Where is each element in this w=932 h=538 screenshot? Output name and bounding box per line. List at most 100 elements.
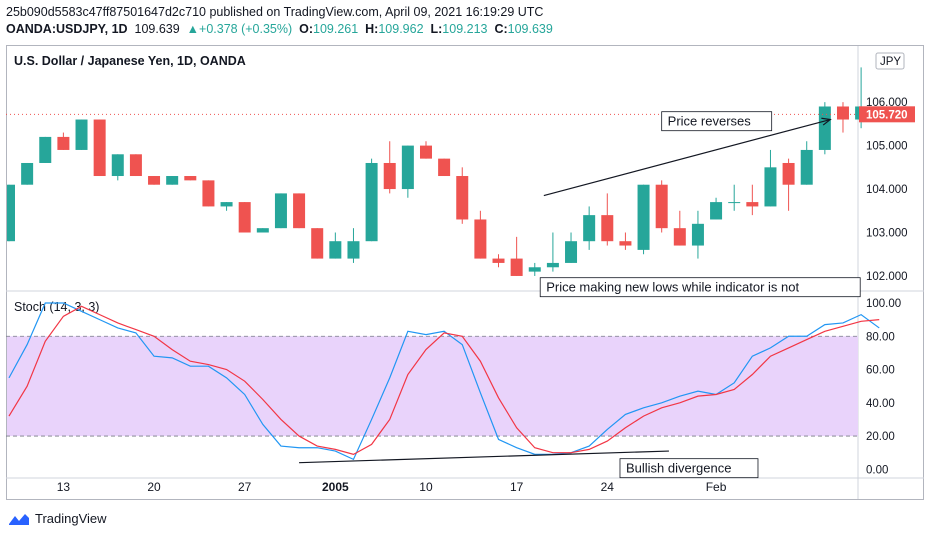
candle-down	[57, 136, 70, 150]
candle-up	[220, 202, 233, 207]
candle-up	[7, 184, 15, 242]
symbol-name: OANDA:USDJPY, 1D	[6, 22, 128, 36]
candle-up	[565, 241, 578, 263]
candle-down	[601, 215, 614, 242]
stoch-axis-tick: 100.00	[866, 298, 901, 310]
candle-down	[202, 180, 215, 207]
publish-info: 25b090d5583c47ff87501647d2c710 published…	[6, 5, 544, 19]
symbol-legend: OANDA:USDJPY, 1D 109.639 ▲+0.378 (+0.35%…	[6, 22, 553, 36]
candle-down	[184, 176, 197, 181]
candle-up	[728, 202, 741, 204]
candle-down	[456, 176, 469, 220]
time-axis-tick: Feb	[706, 480, 727, 494]
candle-up	[637, 184, 650, 250]
stoch-axis-tick: 20.00	[866, 431, 895, 443]
chart-frame	[6, 45, 924, 500]
annotation-price-reverses-box	[661, 111, 773, 132]
time-axis-tick: 27	[238, 480, 252, 494]
price-change: +0.378 (+0.35%)	[199, 22, 293, 36]
candle-down	[836, 106, 849, 120]
stoch-pane-title: Stoch (14, 3, 3)	[14, 300, 99, 314]
time-axis-tick: 2005	[322, 480, 349, 494]
candle-up	[274, 193, 287, 229]
candle-up	[401, 145, 414, 190]
price-axis-tick: 105.000	[866, 141, 908, 153]
stoch-k-line	[8, 302, 880, 461]
stoch-band	[7, 336, 858, 437]
candle-up	[21, 162, 34, 185]
candle-up	[329, 241, 342, 259]
high-value: 109.962	[378, 22, 424, 36]
high-label: H:	[365, 22, 379, 36]
candle-up	[818, 106, 831, 150]
candle-up	[256, 228, 269, 233]
candle-down	[510, 258, 523, 276]
candle-up	[710, 202, 723, 220]
candle-up	[764, 167, 777, 207]
candle-up	[528, 267, 541, 272]
candle-down	[293, 193, 306, 229]
candle-down	[93, 119, 106, 177]
stoch-axis-tick: 40.00	[866, 398, 895, 410]
candle-up	[347, 241, 360, 259]
candle-up	[75, 119, 88, 150]
annotation-new-lows-box	[539, 277, 861, 298]
price-axis-tick: 102.000	[866, 271, 908, 283]
candle-up	[800, 149, 813, 185]
footer-brand: TradingView	[35, 511, 107, 526]
annotation-new-lows: Price making new lows while indicator is…	[546, 280, 799, 295]
candle-down	[492, 258, 505, 263]
candle-down	[311, 228, 324, 259]
last-price-tag	[859, 106, 915, 123]
open-label: O:	[299, 22, 313, 36]
candle-down	[746, 202, 759, 207]
tradingview-logo-icon	[9, 513, 29, 525]
time-axis-tick: 20	[147, 480, 161, 494]
last-price: 109.639	[134, 22, 180, 36]
arrow-head-icon	[821, 117, 832, 126]
close-value: 109.639	[507, 22, 553, 36]
tradingview-footer[interactable]: TradingView	[8, 511, 107, 526]
candle-down	[383, 162, 396, 190]
candle-down	[438, 158, 451, 177]
price-axis-tick: 103.000	[866, 228, 908, 240]
time-axis-tick: 24	[601, 480, 615, 494]
candle-down	[148, 176, 161, 185]
annotation-bullish-divergence-box	[619, 458, 759, 479]
candle-down	[419, 145, 432, 159]
open-value: 109.261	[313, 22, 359, 36]
time-axis-tick: 13	[57, 480, 71, 494]
candle-down	[782, 162, 795, 185]
annotation-price-reverses: Price reverses	[668, 114, 752, 129]
candle-up	[546, 262, 559, 268]
candle-down	[655, 184, 668, 229]
time-axis-tick: 17	[510, 480, 524, 494]
stoch-axis-tick: 80.00	[866, 331, 895, 343]
candle-up	[365, 162, 378, 242]
candle-up	[166, 176, 179, 185]
candle-up	[583, 215, 596, 242]
stoch-axis-tick: 60.00	[866, 365, 895, 377]
price-axis-tick: 104.000	[866, 184, 908, 196]
divergence-line	[299, 450, 669, 464]
time-axis-tick: 10	[419, 480, 433, 494]
candle-up	[111, 154, 124, 177]
price-pane-title: U.S. Dollar / Japanese Yen, 1D, OANDA	[14, 54, 246, 68]
currency-badge	[875, 52, 905, 70]
low-label: L:	[430, 22, 443, 36]
candle-up	[39, 136, 52, 163]
currency-label: JPY	[880, 56, 901, 68]
candle-down	[474, 219, 487, 259]
close-label: C:	[494, 22, 508, 36]
triangle-up-icon: ▲	[186, 22, 200, 36]
last-price-label: 105.720	[866, 109, 908, 121]
annotation-bullish-divergence: Bullish divergence	[626, 461, 732, 476]
candle-down	[619, 241, 632, 246]
candle-down	[238, 202, 251, 233]
stoch-d-line	[8, 305, 880, 456]
candle-down	[673, 228, 686, 246]
low-value: 109.213	[442, 22, 488, 36]
reversal-arrow	[543, 118, 831, 197]
candle-down	[129, 154, 142, 177]
